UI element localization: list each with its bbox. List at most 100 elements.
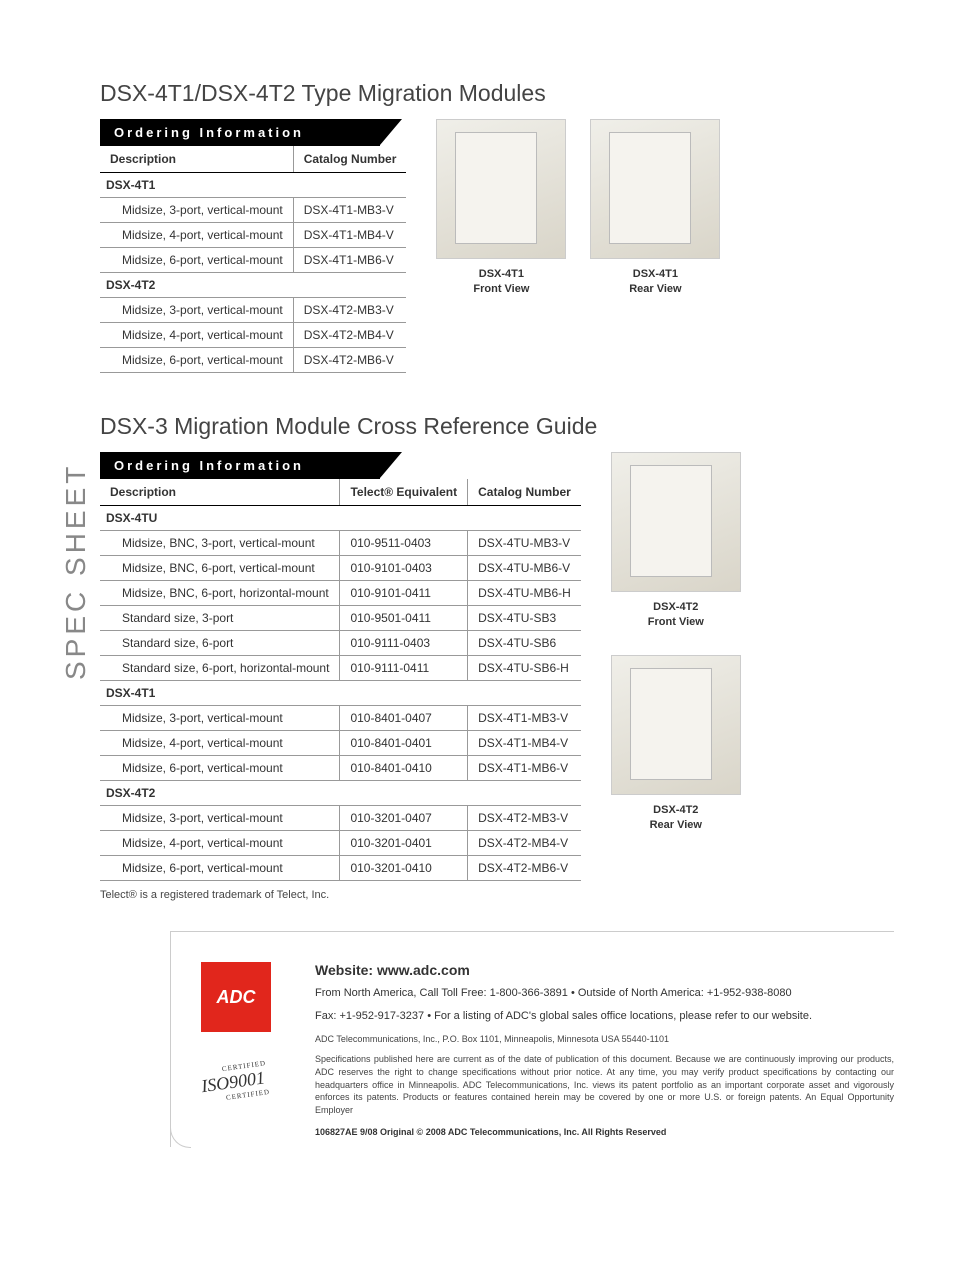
table-row: Standard size, 6-port010-9111-0403DSX-4T… [100, 631, 581, 656]
section2-banner: Ordering Information [100, 452, 380, 479]
group-header: DSX-4T1 [100, 681, 581, 706]
table-cell: Midsize, 3-port, vertical-mount [100, 298, 293, 323]
table-row: Midsize, 6-port, vertical-mount010-3201-… [100, 856, 581, 881]
table-cell: DSX-4TU-MB6-V [468, 556, 581, 581]
table-row: Midsize, 3-port, vertical-mount010-8401-… [100, 706, 581, 731]
table-cell: 010-9111-0411 [340, 656, 468, 681]
table-row: Standard size, 3-port010-9501-0411DSX-4T… [100, 606, 581, 631]
table-cell: DSX-4T2-MB4-V [293, 323, 406, 348]
product-image [611, 655, 741, 795]
table-cell: DSX-4T2-MB3-V [468, 806, 581, 831]
table-row: Standard size, 6-port, horizontal-mount0… [100, 656, 581, 681]
section1-title: DSX-4T1/DSX-4T2 Type Migration Modules [100, 80, 894, 107]
table-row: Midsize, 3-port, vertical-mount010-3201-… [100, 806, 581, 831]
product-image-box: DSX-4T1Rear View [590, 119, 720, 298]
section1-banner: Ordering Information [100, 119, 380, 146]
table-cell: 010-8401-0407 [340, 706, 468, 731]
table-row: Midsize, 4-port, vertical-mountDSX-4T2-M… [100, 323, 406, 348]
website-label: Website: www.adc.com [315, 962, 894, 978]
table-cell: 010-3201-0410 [340, 856, 468, 881]
product-image-box: DSX-4T2Rear View [611, 655, 741, 834]
col-header: Telect® Equivalent [340, 479, 468, 506]
section2-table: DescriptionTelect® EquivalentCatalog Num… [100, 479, 581, 881]
table-row: Midsize, 3-port, vertical-mountDSX-4T1-M… [100, 198, 406, 223]
table-cell: Midsize, 3-port, vertical-mount [100, 198, 293, 223]
section1-table: DescriptionCatalog Number DSX-4T1Midsize… [100, 146, 406, 373]
table-cell: Midsize, BNC, 6-port, horizontal-mount [100, 581, 340, 606]
table-cell: DSX-4T1-MB3-V [293, 198, 406, 223]
table-cell: DSX-4T1-MB6-V [468, 756, 581, 781]
table-cell: Midsize, 3-port, vertical-mount [100, 806, 340, 831]
table-cell: Standard size, 3-port [100, 606, 340, 631]
table-cell: Midsize, 4-port, vertical-mount [100, 831, 340, 856]
table-cell: Midsize, 6-port, vertical-mount [100, 756, 340, 781]
table-cell: DSX-4T1-MB4-V [468, 731, 581, 756]
table-cell: DSX-4TU-MB6-H [468, 581, 581, 606]
image-caption: DSX-4T2Front View [611, 600, 741, 631]
image-caption: DSX-4T1Front View [436, 267, 566, 298]
table-cell: DSX-4TU-MB3-V [468, 531, 581, 556]
product-image [436, 119, 566, 259]
table-row: Midsize, BNC, 6-port, vertical-mount010-… [100, 556, 581, 581]
section2-title: DSX-3 Migration Module Cross Reference G… [100, 413, 894, 440]
table-cell: Midsize, 6-port, vertical-mount [100, 348, 293, 373]
image-caption: DSX-4T1Rear View [590, 267, 720, 298]
table-cell: Midsize, BNC, 3-port, vertical-mount [100, 531, 340, 556]
table-row: Midsize, 6-port, vertical-mountDSX-4T1-M… [100, 248, 406, 273]
table-cell: Standard size, 6-port, horizontal-mount [100, 656, 340, 681]
table-cell: 010-9511-0403 [340, 531, 468, 556]
group-header: DSX-4T2 [100, 781, 581, 806]
table-cell: DSX-4TU-SB6 [468, 631, 581, 656]
table-cell: Midsize, 4-port, vertical-mount [100, 223, 293, 248]
table-cell: DSX-4T2-MB6-V [293, 348, 406, 373]
table-cell: 010-9501-0411 [340, 606, 468, 631]
table-cell: 010-9111-0403 [340, 631, 468, 656]
col-header: Catalog Number [293, 146, 406, 173]
table-row: Midsize, 3-port, vertical-mountDSX-4T2-M… [100, 298, 406, 323]
table-row: Midsize, BNC, 3-port, vertical-mount010-… [100, 531, 581, 556]
table-cell: DSX-4T1-MB4-V [293, 223, 406, 248]
table-cell: 010-9101-0411 [340, 581, 468, 606]
iso-logo: CERTIFIED ISO9001 CERTIFIED [199, 1056, 293, 1105]
table-cell: Midsize, 3-port, vertical-mount [100, 706, 340, 731]
table-row: Midsize, 4-port, vertical-mount010-3201-… [100, 831, 581, 856]
table-cell: 010-3201-0407 [340, 806, 468, 831]
group-header: DSX-4T2 [100, 273, 406, 298]
adc-logo: ADC [201, 962, 271, 1032]
table-cell: Midsize, BNC, 6-port, vertical-mount [100, 556, 340, 581]
product-image-box: DSX-4T1Front View [436, 119, 566, 298]
table-cell: DSX-4T2-MB3-V [293, 298, 406, 323]
table-cell: 010-8401-0401 [340, 731, 468, 756]
table-cell: 010-8401-0410 [340, 756, 468, 781]
col-header: Description [100, 479, 340, 506]
table-cell: DSX-4T2-MB6-V [468, 856, 581, 881]
table-cell: 010-3201-0401 [340, 831, 468, 856]
table-cell: Midsize, 6-port, vertical-mount [100, 248, 293, 273]
table-cell: Midsize, 6-port, vertical-mount [100, 856, 340, 881]
table-cell: DSX-4TU-SB6-H [468, 656, 581, 681]
legal-text: Specifications published here are curren… [315, 1053, 894, 1116]
table-cell: DSX-4T1-MB6-V [293, 248, 406, 273]
product-image [611, 452, 741, 592]
contact-line2: Fax: +1-952-917-3237 • For a listing of … [315, 1009, 894, 1024]
table-row: Midsize, 6-port, vertical-mountDSX-4T2-M… [100, 348, 406, 373]
table-cell: DSX-4T1-MB3-V [468, 706, 581, 731]
copyright: 106827AE 9/08 Original © 2008 ADC Teleco… [315, 1126, 894, 1139]
group-header: DSX-4T1 [100, 173, 406, 198]
group-header: DSX-4TU [100, 506, 581, 531]
table-cell: Midsize, 4-port, vertical-mount [100, 731, 340, 756]
product-image [590, 119, 720, 259]
table-row: Midsize, 6-port, vertical-mount010-8401-… [100, 756, 581, 781]
contact-line1: From North America, Call Toll Free: 1-80… [315, 986, 894, 1001]
spec-sheet-label: SPEC SHEET [60, 463, 92, 680]
col-header: Catalog Number [468, 479, 581, 506]
table-cell: 010-9101-0403 [340, 556, 468, 581]
table-cell: DSX-4TU-SB3 [468, 606, 581, 631]
product-image-box: DSX-4T2Front View [611, 452, 741, 631]
table-row: Midsize, 4-port, vertical-mountDSX-4T1-M… [100, 223, 406, 248]
table-cell: DSX-4T2-MB4-V [468, 831, 581, 856]
table-cell: Standard size, 6-port [100, 631, 340, 656]
address: ADC Telecommunications, Inc., P.O. Box 1… [315, 1033, 894, 1046]
table-row: Midsize, 4-port, vertical-mount010-8401-… [100, 731, 581, 756]
image-caption: DSX-4T2Rear View [611, 803, 741, 834]
